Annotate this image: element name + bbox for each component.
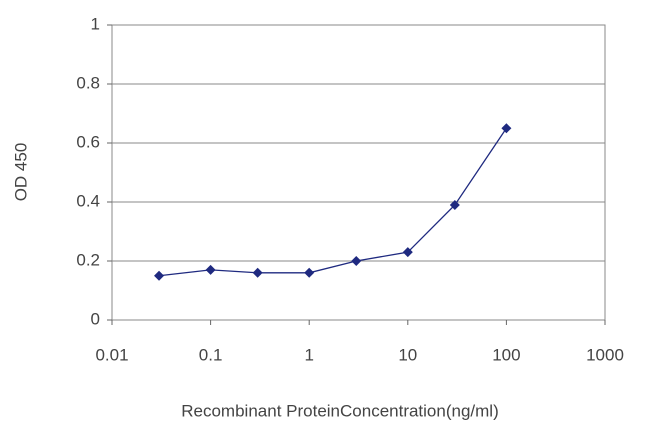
y-tick-label: 0.4	[76, 191, 100, 210]
x-tick-label: 0.01	[95, 345, 128, 364]
y-tick-label: 0.6	[76, 132, 100, 151]
data-point	[154, 270, 165, 281]
x-axis-label: Recombinant ProteinConcentration(ng/ml)	[181, 401, 499, 420]
x-tick-label: 10	[398, 345, 417, 364]
data-point	[402, 247, 413, 258]
y-tick-label: 0	[91, 309, 100, 328]
data-point	[449, 199, 460, 210]
y-tick-label: 1	[91, 14, 100, 33]
x-tick-label: 1	[304, 345, 313, 364]
plot-area	[111, 24, 606, 321]
data-line	[158, 127, 507, 277]
data-point	[205, 264, 216, 275]
data-point	[304, 267, 315, 278]
x-tick-label: 1000	[586, 345, 624, 364]
data-point	[351, 256, 362, 266]
data-point	[252, 267, 263, 278]
data-point	[501, 123, 512, 134]
x-tick-label: 100	[492, 345, 520, 364]
y-axis-label: OD 450	[11, 143, 30, 202]
x-tick-label: 0.1	[199, 345, 223, 364]
y-tick-label: 0.8	[76, 73, 100, 92]
y-tick-label: 0.2	[76, 250, 100, 269]
